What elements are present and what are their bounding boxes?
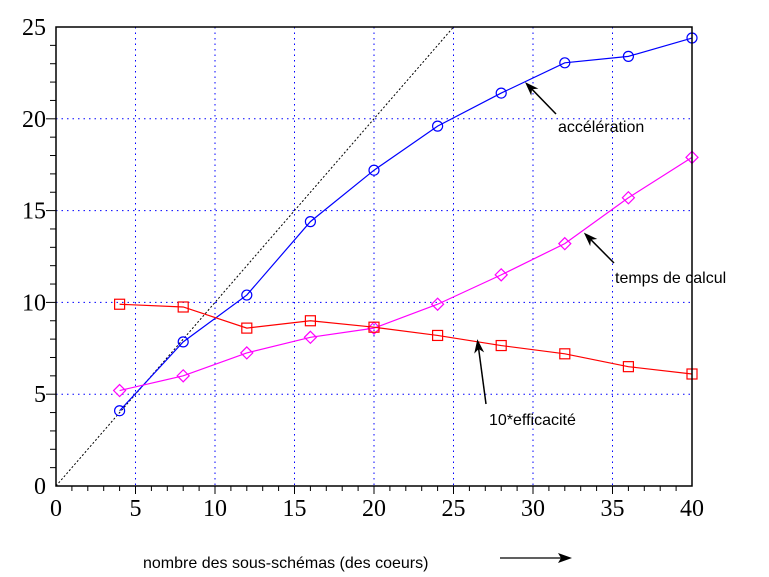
y-tick-label: 0 [34,474,46,500]
x-tick-label: 30 [521,496,545,522]
x-tick-label: 35 [601,496,625,522]
series-line [119,303,693,375]
x-tick-label: 0 [50,496,62,522]
data-point-square [432,329,444,342]
data-point-circle [368,164,380,176]
y-tick-label: 25 [22,15,46,41]
data-point-square [559,348,571,360]
series-line [119,37,693,412]
annotation-label: temps de calcul [615,270,726,287]
annotations: accélération temps de calcul 10*efficacité [474,82,726,429]
x-tick-label: 40 [680,496,704,522]
x-tick-label: 25 [442,496,466,522]
data-point-square [495,339,507,352]
x-tick-label: 20 [362,496,386,522]
reference-line [55,26,454,487]
data-point-circle [177,336,189,348]
tick-labels: 0 5 10 15 20 25 30 35 40 0 5 10 15 20 25 [22,15,704,522]
data-point-circle [241,289,253,301]
annotation-arrow [588,237,615,264]
annotation-label: accélération [558,119,644,136]
data-point-circle [622,50,635,62]
data-point-square [177,301,189,313]
data-point-circle [113,405,126,417]
data-point-square [113,298,126,310]
data-point-diamond [494,268,509,282]
y-tick-label: 20 [22,107,46,133]
x-tick-label: 10 [203,496,227,522]
data-point-circle [495,87,507,99]
x-tick-label: 15 [283,496,307,522]
annotation-arrow [530,87,557,115]
data-point-square [304,315,316,327]
annotation-arrow [477,346,487,405]
data-point-circle [559,57,571,69]
y-tick-label: 5 [34,382,46,408]
y-tick-label: 10 [22,290,46,316]
data-point-diamond [112,383,127,398]
series-line [119,156,693,392]
series-group [112,32,699,417]
data-point-diamond [430,297,445,312]
annotation-arrowhead [583,232,598,247]
data-point-diamond [239,346,254,360]
y-tick-label: 15 [22,199,46,225]
plot-frame [55,26,693,487]
x-axis-label-arrowhead [558,553,572,563]
data-point-diamond [621,190,636,205]
data-point-square [241,322,253,334]
x-axis-label: nombre des sous-schémas (des coeurs) [143,555,428,572]
data-point-diamond [303,330,318,345]
data-point-diamond [176,368,191,383]
annotation-label: 10*efficacité [489,412,576,429]
annotation-arrowhead [525,82,539,96]
grid [56,27,692,486]
annotation-arrowhead [474,339,485,354]
data-point-circle [432,120,444,132]
x-tick-label: 5 [130,496,142,522]
data-point-circle [304,216,316,228]
data-point-square [368,321,380,333]
data-point-square [622,361,635,373]
axes [46,26,693,494]
data-point-diamond [557,236,572,251]
data-point-diamond [367,321,381,335]
